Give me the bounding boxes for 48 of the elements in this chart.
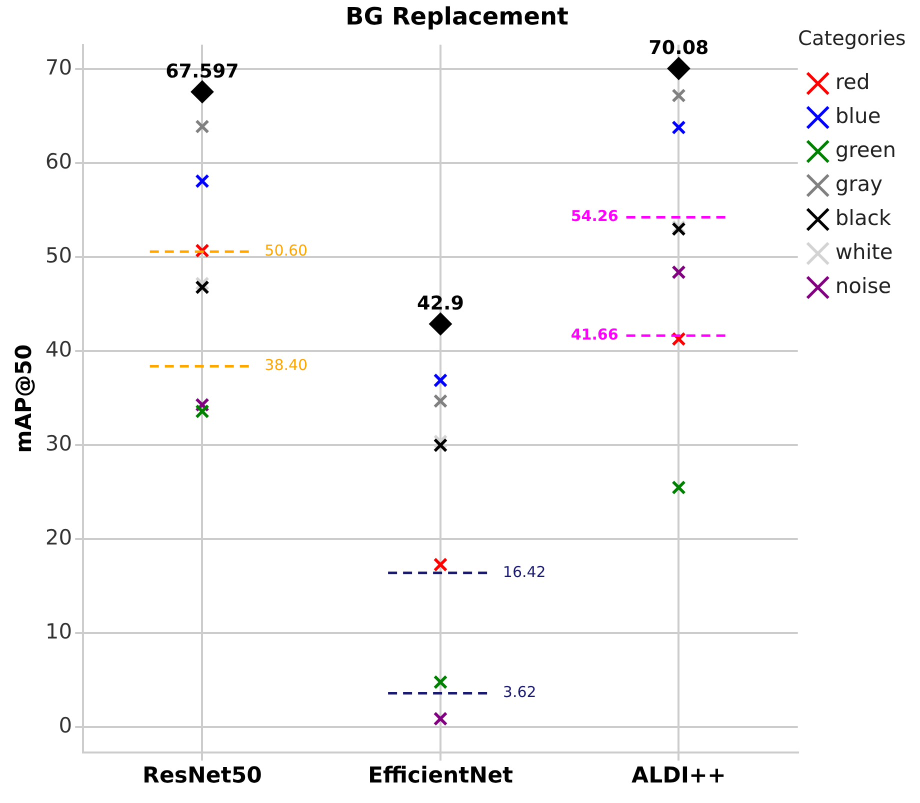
data-label: 70.08 <box>648 36 709 59</box>
point <box>672 88 686 103</box>
point <box>433 557 448 572</box>
point <box>672 332 686 346</box>
legend-label: white <box>835 240 893 264</box>
point <box>433 712 448 726</box>
point <box>433 674 448 690</box>
point <box>195 174 210 188</box>
y-tick-label: 10 <box>45 620 72 644</box>
data-label: 67.597 <box>166 60 239 82</box>
ref-line-label: 3.62 <box>502 683 536 702</box>
ref-line-label: 38.40 <box>264 356 308 374</box>
legend-label: gray <box>835 172 883 196</box>
y-axis-title: mAP@50 <box>12 344 37 454</box>
legend-title: Categories <box>798 26 906 50</box>
legend-label: green <box>835 138 896 162</box>
point <box>672 265 686 280</box>
ref-line-label: 41.66 <box>570 326 618 344</box>
ref-line-label: 16.42 <box>502 562 546 581</box>
point <box>195 119 210 134</box>
point <box>190 80 214 104</box>
y-tick-label: 0 <box>58 714 72 738</box>
point <box>672 120 686 135</box>
legend-label: noise <box>835 274 892 298</box>
chart-title: BG Replacement <box>345 2 569 31</box>
ref-line-label: 50.60 <box>264 241 308 260</box>
point <box>195 280 210 294</box>
y-tick-label: 20 <box>45 526 72 550</box>
point <box>667 56 690 80</box>
x-tick-label: ResNet50 <box>142 764 262 789</box>
point <box>428 312 452 336</box>
legend-label: black <box>835 206 892 230</box>
y-tick-label: 60 <box>45 150 72 174</box>
point <box>433 373 448 388</box>
y-tick-label: 50 <box>45 244 72 268</box>
y-tick-label: 70 <box>45 56 72 80</box>
ref-line-label: 54.26 <box>570 207 618 226</box>
legend-label: red <box>835 70 870 94</box>
point <box>195 404 210 419</box>
y-tick-label: 40 <box>45 338 72 362</box>
point <box>433 394 448 408</box>
x-tick-label: ALDI++ <box>632 764 726 789</box>
x-tick-label: EfficientNet <box>368 764 514 789</box>
point <box>433 438 448 452</box>
data-label: 42.9 <box>417 292 464 314</box>
legend-label: blue <box>835 104 881 128</box>
y-tick-label: 30 <box>45 432 72 456</box>
point <box>672 480 686 495</box>
